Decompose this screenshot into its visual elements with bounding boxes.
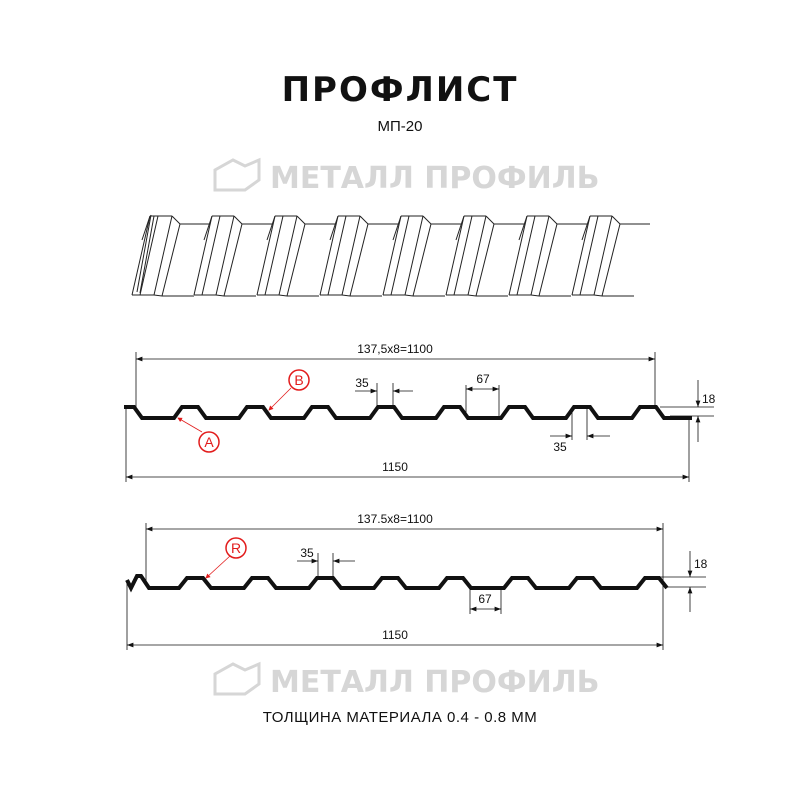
sheet-edge bbox=[341, 215, 361, 296]
watermark-2: МЕТАЛЛ ПРОФИЛЬ bbox=[213, 661, 600, 700]
sheet-edge bbox=[404, 215, 424, 296]
sheet-edge bbox=[278, 294, 288, 297]
sheet-edge bbox=[278, 215, 298, 296]
sheet-edge bbox=[530, 294, 540, 297]
sheet-edge bbox=[538, 223, 558, 297]
sheet-edge bbox=[153, 215, 173, 296]
sheet-edge bbox=[382, 215, 402, 296]
pitch-dimension: 137.5x8=1100 bbox=[357, 512, 433, 526]
sheet-edge bbox=[593, 215, 613, 296]
watermark-1: МЕТАЛЛ ПРОФИЛЬ bbox=[213, 157, 600, 196]
watermark-logo-icon bbox=[213, 157, 261, 192]
sheet-edge bbox=[286, 223, 306, 297]
sheet-edge bbox=[508, 215, 528, 296]
sheet-edge bbox=[223, 223, 243, 297]
sheet-edge bbox=[412, 223, 432, 297]
callout-b: B bbox=[294, 372, 303, 388]
sheet-edge bbox=[548, 215, 558, 225]
sheet-edge bbox=[139, 215, 155, 294]
sheet-edge bbox=[264, 215, 284, 296]
sheet-edge bbox=[201, 215, 221, 296]
sheet-edge bbox=[516, 215, 536, 296]
sheet-edge bbox=[390, 215, 410, 296]
sheet-edge bbox=[139, 215, 159, 296]
watermark-logo-icon bbox=[213, 661, 261, 696]
pitch-dimension: 137,5x8=1100 bbox=[357, 342, 433, 356]
page-title: ПРОФЛИСТ bbox=[281, 70, 519, 110]
sheet-edge bbox=[349, 223, 369, 297]
sheet-edge bbox=[453, 215, 473, 296]
sheet-edge bbox=[467, 215, 487, 296]
watermark-text: МЕТАЛЛ ПРОФИЛЬ bbox=[270, 161, 600, 196]
sheet-edge bbox=[467, 294, 477, 297]
sheet-edge bbox=[215, 294, 225, 297]
sheet-edge bbox=[530, 215, 550, 296]
profile-a-outline bbox=[124, 405, 692, 420]
height-dimension: 18 bbox=[702, 392, 716, 406]
top-width-dimension: 35 bbox=[355, 376, 369, 390]
bottom-width-dimension: 67 bbox=[478, 592, 492, 606]
height-dimension: 18 bbox=[694, 557, 708, 571]
sheet-edge bbox=[193, 215, 213, 296]
top-width-dimension-lower: 35 bbox=[553, 440, 567, 454]
sheet-edge bbox=[161, 223, 181, 297]
profile-b: 137.5x8=1100 1150 35 67 18 R bbox=[125, 512, 708, 650]
sheet-edge bbox=[571, 215, 591, 296]
sheet-edge bbox=[233, 215, 243, 225]
width-dimension: 1150 bbox=[382, 460, 408, 474]
callout-r: R bbox=[231, 540, 241, 556]
sheet-edge bbox=[422, 215, 432, 225]
sheet-edge bbox=[136, 214, 152, 293]
sheet-edge bbox=[341, 294, 351, 297]
top-width-dimension: 35 bbox=[300, 546, 314, 560]
sheet-edge bbox=[475, 223, 495, 297]
sheet-edge bbox=[579, 215, 599, 296]
width-dimension: 1150 bbox=[382, 628, 408, 642]
sheet-edge bbox=[485, 215, 495, 225]
sheet-edge bbox=[445, 215, 465, 296]
sheet-3d-view bbox=[131, 214, 650, 297]
bottom-width-dimension: 67 bbox=[476, 372, 490, 386]
sheet-edge bbox=[404, 294, 414, 297]
sheet-edge bbox=[153, 294, 163, 297]
sheet-edge bbox=[256, 215, 276, 296]
material-thickness-note: ТОЛЩИНА МАТЕРИАЛА 0.4 - 0.8 ММ bbox=[262, 709, 538, 726]
sheet-edge bbox=[319, 215, 339, 296]
sheet-edge bbox=[131, 215, 151, 296]
sheet-edge bbox=[601, 223, 621, 297]
watermark-text: МЕТАЛЛ ПРОФИЛЬ bbox=[270, 665, 600, 700]
callout-a: A bbox=[204, 434, 214, 450]
sheet-edge bbox=[171, 215, 181, 225]
page-subtitle: МП-20 bbox=[377, 118, 423, 135]
profile-b-outline bbox=[125, 574, 669, 593]
sheet-edge bbox=[359, 215, 369, 225]
sheet-edge bbox=[215, 215, 235, 296]
profile-a: 137,5x8=1100 1150 35 67 35 18 A B bbox=[124, 342, 716, 482]
sheet-edge bbox=[593, 294, 603, 297]
sheet-edge bbox=[327, 215, 347, 296]
sheet-edge bbox=[611, 215, 621, 225]
sheet-edge bbox=[296, 215, 306, 225]
